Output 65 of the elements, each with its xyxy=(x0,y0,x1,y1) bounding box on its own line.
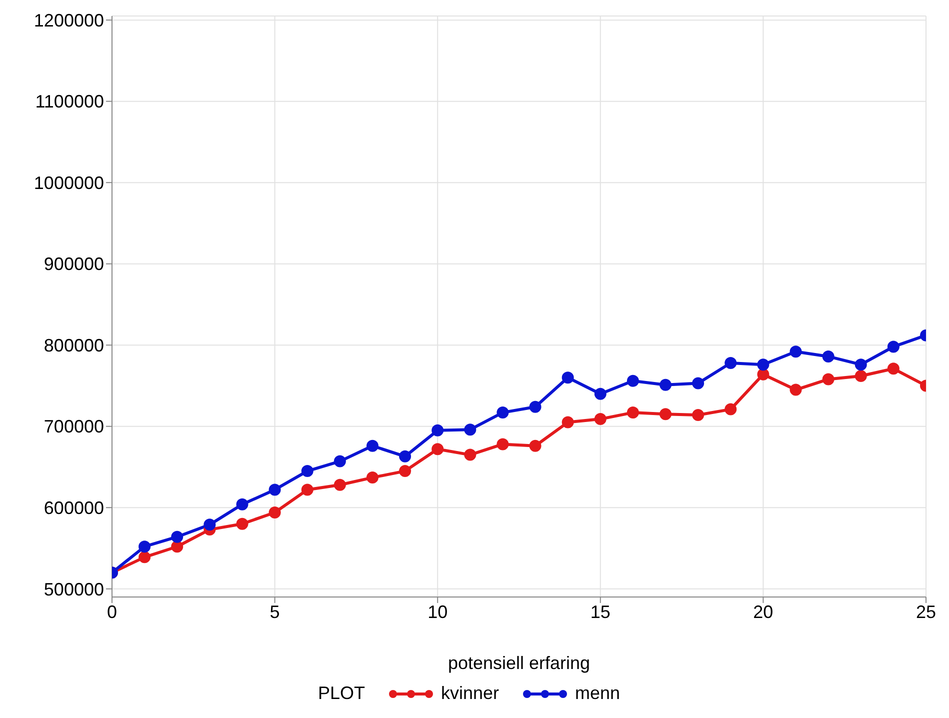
point xyxy=(822,373,834,386)
point xyxy=(626,406,639,419)
point xyxy=(399,465,412,478)
y-tick-label: 700000 xyxy=(44,416,104,437)
point xyxy=(854,358,867,371)
point xyxy=(724,403,737,416)
legend-title: PLOT xyxy=(318,683,365,704)
point xyxy=(562,372,574,384)
x-tick-label: 10 xyxy=(428,602,448,622)
point xyxy=(757,368,770,380)
x-axis-title: potensiell erfaring xyxy=(448,653,590,673)
point xyxy=(660,408,672,420)
y-tick-label: 1100000 xyxy=(35,92,104,112)
point xyxy=(334,478,346,491)
x-tick-label: 5 xyxy=(270,602,280,622)
point xyxy=(366,472,378,484)
point xyxy=(692,377,704,390)
point xyxy=(138,551,151,564)
point xyxy=(236,498,248,510)
y-tick-label: 800000 xyxy=(44,335,104,356)
point xyxy=(660,378,672,391)
point xyxy=(529,440,542,452)
point xyxy=(887,340,900,353)
point xyxy=(204,518,216,531)
y-tick-label: 1200000 xyxy=(34,10,104,30)
x-tick-label: 0 xyxy=(106,602,118,622)
point xyxy=(366,440,378,452)
point xyxy=(138,540,151,553)
point xyxy=(887,362,900,375)
point xyxy=(790,384,802,396)
point xyxy=(236,518,248,530)
legend-label: menn xyxy=(575,683,620,704)
point xyxy=(334,455,346,468)
x-tick-label: 15 xyxy=(590,602,610,622)
point xyxy=(432,424,444,436)
y-tick-label: 600000 xyxy=(44,498,104,518)
x-tick-label: 20 xyxy=(753,602,774,622)
point xyxy=(496,438,509,450)
point xyxy=(822,350,834,362)
y-tick-label: 500000 xyxy=(44,579,104,600)
point xyxy=(268,506,281,518)
legend-label: kvinner xyxy=(440,683,499,704)
point xyxy=(268,484,281,496)
point xyxy=(432,443,444,456)
point xyxy=(464,448,476,461)
point xyxy=(790,346,802,358)
point xyxy=(757,358,770,371)
x-tick-label: 25 xyxy=(916,602,936,622)
point xyxy=(626,374,639,387)
point xyxy=(171,540,184,553)
y-tick-label: 900000 xyxy=(44,254,104,274)
y-tick-label: 1000000 xyxy=(34,172,104,193)
point xyxy=(594,413,606,426)
point xyxy=(594,388,606,400)
point xyxy=(301,484,314,496)
point xyxy=(301,465,314,478)
point xyxy=(496,406,509,419)
point xyxy=(562,416,574,428)
point xyxy=(399,450,412,462)
point xyxy=(854,370,867,382)
point xyxy=(529,400,542,413)
point xyxy=(464,424,476,436)
point xyxy=(171,530,184,543)
point xyxy=(692,408,704,421)
point xyxy=(724,356,737,369)
